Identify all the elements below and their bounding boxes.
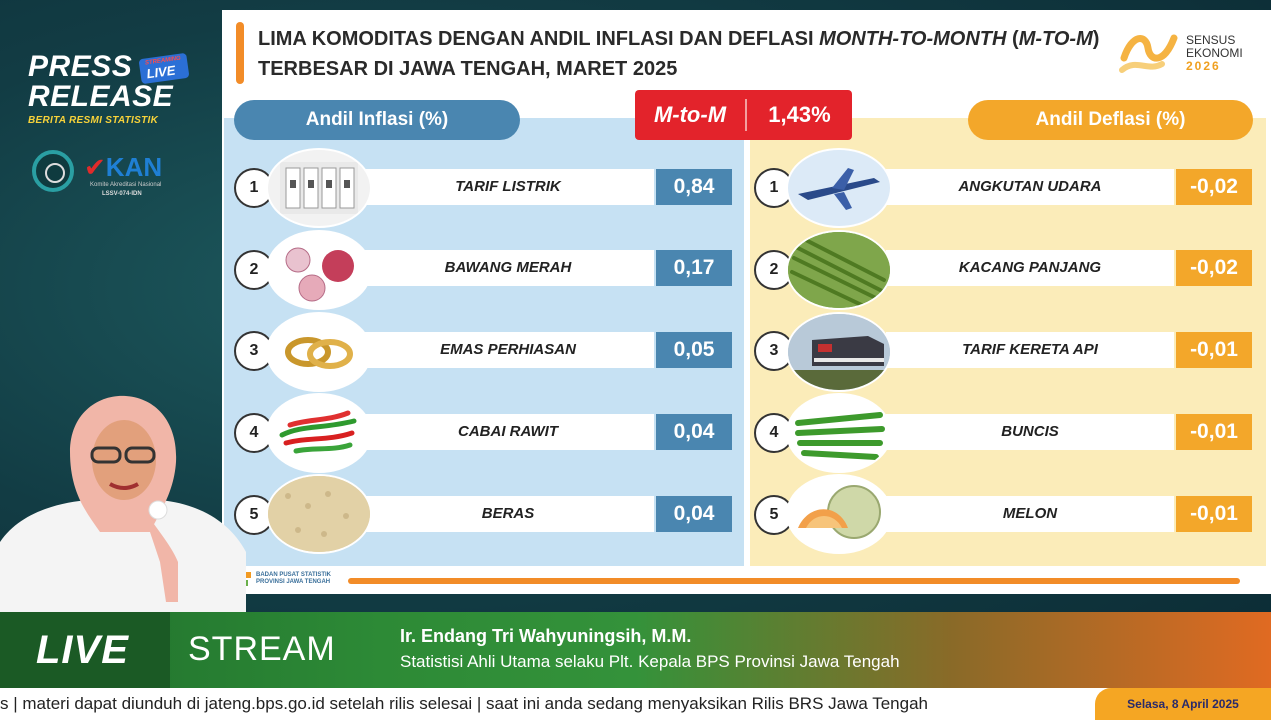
inflasi-rank-3: 3	[234, 331, 274, 371]
kan-text: KAN	[105, 152, 163, 182]
live-box	[0, 612, 170, 688]
bps-circle-icon	[32, 150, 74, 192]
mtom-badge: M-to-M 1,43%	[635, 90, 852, 140]
deflasi-rank-1: 1	[754, 168, 794, 208]
deflasi-name-2: KACANG PANJANG	[886, 250, 1174, 286]
airplane-icon	[788, 150, 890, 226]
train-icon	[788, 314, 890, 390]
deflasi-header: Andil Deflasi (%)	[968, 100, 1253, 140]
mtom-value: 1,43%	[768, 102, 831, 127]
bps-footer-logo: BADAN PUSAT STATISTIK PROVINSI JAWA TENG…	[230, 568, 350, 590]
inflasi-rank-2: 2	[234, 250, 274, 290]
sensus-ekonomi-text: SENSUS EKONOMI 2026	[1186, 34, 1243, 73]
kan-logo: ✔KAN	[84, 152, 162, 183]
rice-icon	[268, 476, 370, 552]
live-stream-bar: LIVE STREAM Ir. Endang Tri Wahyuningsih,…	[0, 612, 1271, 688]
accreditation-logos: ✔KAN Komite Akreditasi Nasional LSSV-074…	[32, 150, 182, 200]
presenter-figure-icon	[0, 395, 246, 612]
title-mtom-italic: MONTH-TO-MONTH	[819, 28, 1007, 50]
sensus-line2: EKONOMI	[1186, 46, 1243, 60]
inflasi-name-3: EMAS PERHIASAN	[362, 332, 654, 368]
title-accent-bar	[236, 22, 244, 84]
sensus-line1: SENSUS	[1186, 33, 1236, 47]
press-text: PRESS	[28, 50, 133, 83]
kan-code: LSSV-074-IDN	[102, 191, 142, 197]
chili-icon	[268, 395, 370, 471]
deflasi-name-1: ANGKUTAN UDARA	[886, 169, 1174, 205]
title-line1-prefix: LIMA KOMODITAS DENGAN ANDIL INFLASI DAN …	[258, 28, 820, 50]
ticker-text: s | materi dapat diunduh di jateng.bps.g…	[0, 694, 929, 713]
inflasi-value-1: 0,84	[656, 169, 732, 205]
inflasi-value-4: 0,04	[656, 414, 732, 450]
date-badge: Selasa, 8 April 2025	[1095, 688, 1271, 720]
bps-footer-line2: PROVINSI JAWA TENGAH	[256, 579, 331, 585]
live-label: LIVE	[36, 628, 129, 672]
sensus-year: 2026	[1186, 59, 1221, 73]
title-suffix: )	[1092, 28, 1100, 50]
melon-icon	[788, 476, 890, 552]
press-release-logo: PRESS RELEASE STREAMING LIVE BERITA RESM…	[28, 52, 198, 126]
deflasi-name-4: BUNCIS	[886, 414, 1174, 450]
slide-title: LIMA KOMODITAS DENGAN ANDIL INFLASI DAN …	[258, 24, 1128, 84]
electric-breaker-icon	[268, 150, 370, 226]
green-bean-icon	[788, 395, 890, 471]
inflasi-value-2: 0,17	[656, 250, 732, 286]
inflasi-value-5: 0,04	[656, 496, 732, 532]
title-mid: (	[1006, 28, 1019, 50]
inflasi-name-1: TARIF LISTRIK	[362, 169, 654, 205]
kan-subtitle: Komite Akreditasi Nasional	[90, 182, 162, 188]
mtom-separator	[745, 99, 747, 131]
title-line2: TERBESAR DI JAWA TENGAH, MARET 2025	[258, 58, 678, 80]
deflasi-value-2: -0,02	[1176, 250, 1252, 286]
kan-check-icon: ✔	[84, 152, 106, 182]
berita-resmi-text: BERITA RESMI STATISTIK	[28, 115, 159, 126]
bps-footer-line1: BADAN PUSAT STATISTIK	[256, 572, 331, 578]
presentation-slide: LIMA KOMODITAS DENGAN ANDIL INFLASI DAN …	[222, 10, 1271, 594]
bps-footer-text: BADAN PUSAT STATISTIK PROVINSI JAWA TENG…	[256, 572, 331, 586]
deflasi-value-5: -0,01	[1176, 496, 1252, 532]
inflasi-rank-5: 5	[234, 495, 274, 535]
presenter-video	[0, 392, 246, 612]
inflasi-value-3: 0,05	[656, 332, 732, 368]
live-badge-text: LIVE	[145, 62, 177, 82]
inflasi-name-2: BAWANG MERAH	[362, 250, 654, 286]
title-mtom-abbr: M-TO-M	[1018, 28, 1093, 50]
long-bean-icon	[788, 232, 890, 308]
deflasi-rank-5: 5	[754, 495, 794, 535]
deflasi-value-1: -0,02	[1176, 169, 1252, 205]
sensus-ekonomi-mark-icon	[1119, 34, 1178, 73]
footer-orange-line	[348, 578, 1240, 584]
deflasi-name-5: MELON	[886, 496, 1174, 532]
deflasi-value-3: -0,01	[1176, 332, 1252, 368]
shallot-icon	[268, 232, 370, 308]
mtom-label: M-to-M	[653, 102, 727, 127]
inflasi-name-5: BERAS	[362, 496, 654, 532]
sensus-ekonomi-logo: SENSUS EKONOMI 2026	[1118, 26, 1258, 82]
gold-ring-icon	[268, 314, 370, 390]
speaker-role: Statistisi Ahli Utama selaku Plt. Kepala…	[400, 652, 900, 671]
speaker-name: Ir. Endang Tri Wahyuningsih, M.M.	[400, 626, 692, 646]
inflasi-header: Andil Inflasi (%)	[234, 100, 520, 140]
inflasi-name-4: CABAI RAWIT	[362, 414, 654, 450]
news-ticker: s | materi dapat diunduh di jateng.bps.g…	[0, 688, 1271, 720]
deflasi-name-3: TARIF KERETA API	[886, 332, 1174, 368]
release-text: RELEASE	[28, 80, 174, 113]
deflasi-value-4: -0,01	[1176, 414, 1252, 450]
stream-label: STREAM	[188, 630, 336, 668]
